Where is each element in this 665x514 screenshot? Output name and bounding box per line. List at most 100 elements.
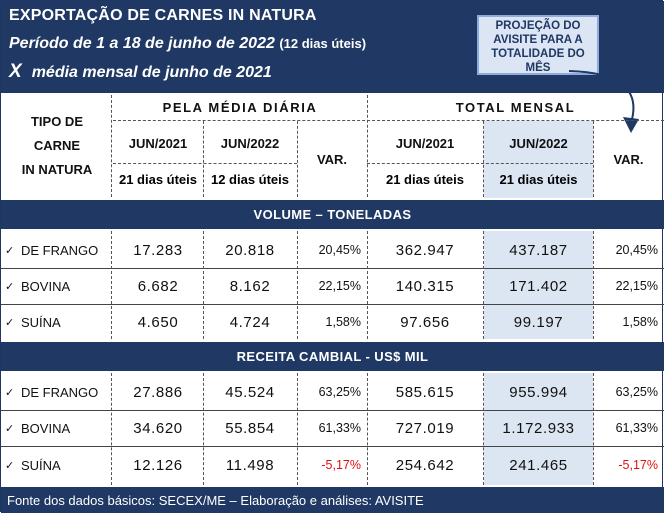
period-text: Período de 1 a 18 de junho de 2022 bbox=[9, 35, 275, 52]
total-jun2022-header: JUN/2022 bbox=[509, 135, 568, 151]
projection-column-highlight bbox=[484, 121, 593, 198]
divider bbox=[203, 231, 204, 339]
daily-var-header: VAR. bbox=[316, 151, 348, 167]
compare-x: X bbox=[9, 61, 22, 82]
divider bbox=[483, 121, 484, 197]
volume-row-beef-label: ✓ BOVINA bbox=[5, 269, 70, 303]
volume-chicken-total-var: 20,45% bbox=[615, 243, 658, 257]
divider bbox=[367, 95, 368, 197]
meat-type: DE FRANGO bbox=[21, 384, 99, 400]
volume-beef-total-var: 22,15% bbox=[615, 279, 658, 293]
revenue-pork-daily-2021: 12.126 bbox=[133, 456, 183, 474]
volume-row-pork-label: ✓ SUÍNA bbox=[5, 305, 61, 339]
projection-callout: PROJEÇÃO DO AVISITE PARA A TOTALIDADE DO… bbox=[477, 15, 599, 75]
volume-chicken-total-2021: 362.947 bbox=[395, 241, 455, 259]
revenue-beef-total-var: 61,33% bbox=[615, 421, 658, 435]
total-jun2021-days: 21 dias úteis bbox=[385, 171, 465, 187]
volume-beef-daily-2021: 6.682 bbox=[137, 277, 179, 295]
volume-pork-daily-var: 1,58% bbox=[325, 315, 361, 329]
type-header: TIPO DE CARNE IN NATURA bbox=[5, 98, 109, 194]
source-footer: Fonte dos dados básicos: SECEX/ME – Elab… bbox=[1, 487, 664, 513]
revenue-chicken-daily-var: 63,25% bbox=[318, 385, 361, 399]
revenue-chicken-total-2021: 585.615 bbox=[395, 383, 455, 401]
revenue-chicken-daily-2022: 45.524 bbox=[225, 383, 275, 401]
volume-row-chicken-label: ✓ DE FRANGO bbox=[5, 233, 98, 267]
callout-arrow-icon bbox=[568, 70, 639, 133]
volume-pork-total-2021: 97.656 bbox=[400, 313, 450, 331]
volume-chicken-daily-2021: 17.283 bbox=[133, 241, 183, 259]
revenue-row-chicken-label: ✓ DE FRANGO bbox=[5, 375, 98, 409]
volume-band: VOLUME – TONELADAS bbox=[1, 200, 664, 229]
divider bbox=[367, 231, 368, 339]
revenue-row-pork-label: ✓ SUÍNA bbox=[5, 447, 61, 483]
row-separator bbox=[1, 268, 664, 269]
daily-jun2022-days: 12 dias úteis bbox=[210, 171, 290, 187]
revenue-pork-daily-2022: 11.498 bbox=[225, 456, 275, 474]
volume-chicken-daily-var: 20,45% bbox=[318, 243, 361, 257]
check-icon: ✓ bbox=[5, 422, 15, 435]
check-icon: ✓ bbox=[5, 386, 15, 399]
volume-beef-daily-2022: 8.162 bbox=[229, 277, 271, 295]
divider bbox=[111, 373, 112, 485]
revenue-chicken-total-var: 63,25% bbox=[615, 385, 658, 399]
revenue-band: RECEITA CAMBIAL - US$ MIL bbox=[1, 342, 664, 371]
volume-beef-daily-var: 22,15% bbox=[318, 279, 361, 293]
revenue-beef-total-2022: 1.172.933 bbox=[502, 419, 575, 437]
table-title: EXPORTAÇÃO DE CARNES IN NATURA bbox=[9, 7, 317, 24]
meat-type: SUÍNA bbox=[21, 314, 61, 330]
volume-pork-daily-2022: 4.724 bbox=[229, 313, 271, 331]
divider bbox=[593, 231, 594, 339]
divider bbox=[297, 373, 298, 485]
period-line: Período de 1 a 18 de junho de 2022 (12 d… bbox=[9, 35, 366, 53]
divider bbox=[367, 163, 593, 164]
compare-text: média mensal de junho de 2021 bbox=[31, 64, 272, 81]
projection-column-highlight bbox=[484, 231, 593, 339]
revenue-row-beef-label: ✓ BOVINA bbox=[5, 411, 70, 445]
volume-beef-total-2022: 171.402 bbox=[509, 277, 568, 295]
divider bbox=[113, 163, 297, 164]
check-icon: ✓ bbox=[5, 244, 15, 257]
revenue-beef-total-2021: 727.019 bbox=[395, 419, 455, 437]
row-separator bbox=[1, 410, 664, 411]
divider bbox=[483, 373, 484, 485]
projection-column-highlight bbox=[484, 373, 593, 485]
divider bbox=[111, 95, 112, 197]
volume-beef-total-2021: 140.315 bbox=[395, 277, 455, 295]
volume-chicken-daily-2022: 20.818 bbox=[225, 241, 275, 259]
row-separator bbox=[1, 304, 664, 305]
type-label-1: TIPO DE bbox=[30, 114, 83, 129]
divider bbox=[483, 231, 484, 339]
daily-jun2021-days: 21 dias úteis bbox=[118, 171, 198, 187]
revenue-beef-daily-2021: 34.620 bbox=[133, 419, 183, 437]
total-jun2022-days: 21 dias úteis bbox=[499, 171, 578, 187]
volume-pork-total-2022: 99.197 bbox=[513, 313, 564, 331]
revenue-beef-daily-var: 61,33% bbox=[318, 421, 361, 435]
total-jun2021-header: JUN/2021 bbox=[395, 135, 455, 151]
type-label-3: IN NATURA bbox=[21, 162, 93, 177]
group-daily-header: PELA MÉDIA DIÁRIA bbox=[162, 99, 318, 115]
divider bbox=[297, 231, 298, 339]
row-separator bbox=[1, 446, 664, 447]
check-icon: ✓ bbox=[5, 459, 15, 472]
check-icon: ✓ bbox=[5, 280, 15, 293]
divider bbox=[593, 121, 594, 197]
total-var-header: VAR. bbox=[613, 151, 644, 167]
divider bbox=[203, 373, 204, 485]
revenue-beef-daily-2022: 55.854 bbox=[225, 419, 275, 437]
type-label-2: CARNE bbox=[33, 138, 81, 153]
revenue-chicken-daily-2021: 27.886 bbox=[133, 383, 183, 401]
revenue-chicken-total-2022: 955.994 bbox=[509, 383, 568, 401]
revenue-pork-total-2022: 241.465 bbox=[509, 456, 568, 474]
group-total-header: TOTAL MENSAL bbox=[455, 99, 576, 115]
divider bbox=[111, 231, 112, 339]
revenue-pork-daily-var: -5,17% bbox=[321, 458, 361, 472]
meat-type: BOVINA bbox=[21, 278, 71, 294]
revenue-pork-total-var: -5,17% bbox=[618, 458, 658, 472]
divider bbox=[593, 373, 594, 485]
volume-pork-total-var: 1,58% bbox=[622, 315, 658, 329]
revenue-pork-total-2021: 254.642 bbox=[395, 456, 455, 474]
divider bbox=[297, 121, 298, 197]
divider bbox=[113, 120, 664, 121]
volume-pork-daily-2021: 4.650 bbox=[137, 313, 179, 331]
